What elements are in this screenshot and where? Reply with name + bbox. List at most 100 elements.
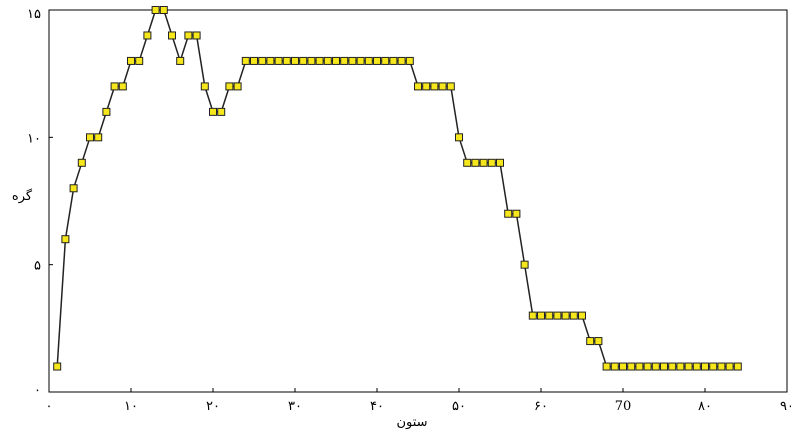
data-point-marker [463,158,472,167]
data-point-marker [545,311,554,320]
data-point-marker [438,82,447,91]
data-point-marker [651,362,660,371]
data-point-marker [168,31,176,40]
x-tick-label: ۰ [46,399,53,414]
data-point-marker [61,235,70,244]
data-point-marker [430,82,439,91]
data-point-marker [258,56,267,65]
data-point-marker [414,82,422,91]
data-point-marker [127,56,135,65]
data-point-marker [291,56,299,65]
data-point-marker [282,56,291,65]
data-point-marker [250,56,258,65]
data-point-marker [660,362,668,371]
data-point-marker [110,82,119,91]
x-tick-label: ۸۰ [698,399,712,414]
data-point-marker [94,133,103,142]
data-point-marker [225,82,234,91]
data-point-marker [586,337,595,346]
data-point-marker [299,56,308,65]
data-point-marker [701,362,709,371]
data-point-marker [340,56,349,65]
data-point-marker [479,158,488,167]
x-tick-label: ۴۰ [370,399,384,414]
series-markers [53,6,742,371]
x-tick-label: ۹۰ [780,399,791,414]
data-point-marker [86,133,94,142]
data-point-marker [537,311,545,320]
data-point-marker [668,362,677,371]
data-point-marker [364,56,373,65]
x-axis-label: ستون [396,415,427,430]
data-point-marker [520,260,529,269]
data-point-marker [635,362,644,371]
data-point-marker [422,82,431,91]
x-tick-label: ۵۰ [452,399,466,414]
data-point-marker [717,362,726,371]
data-point-marker [602,362,611,371]
data-point-marker [733,362,742,371]
plot-frame [48,9,788,393]
data-point-marker [233,82,242,91]
data-point-marker [389,56,398,65]
data-point-marker [217,107,226,116]
data-point-marker [159,6,168,14]
data-point-marker [77,158,86,167]
data-point-marker [725,362,734,371]
x-axis-ticks: ۰ ۱۰ ۲۰ ۳۰ ۴۰ ۵۰ ۶۰ 70 ۸۰ ۹۰ [46,388,791,414]
y-axis-ticks: ۰ ۵ ۱۰ ۱۵ [27,7,53,398]
data-point-marker [553,311,562,320]
data-point-marker [266,56,275,65]
data-point-marker [619,362,627,371]
y-tick-label: ۱۵ [27,7,41,22]
data-point-marker [528,311,537,320]
y-tick-label: ۱۰ [27,131,41,146]
data-point-marker [561,311,570,320]
data-point-marker [627,362,636,371]
x-tick-label: ۱۰ [124,399,138,414]
data-point-marker [192,31,201,40]
data-point-marker [692,362,701,371]
data-point-marker [446,82,455,91]
x-tick-label: ۶۰ [534,399,548,414]
series-line [56,9,738,368]
x-tick-label: 70 [615,399,632,414]
data-point-marker [610,362,619,371]
data-point-marker [356,56,365,65]
data-point-marker [709,362,718,371]
data-point-marker [323,56,332,65]
data-point-marker [512,209,521,218]
data-point-marker [143,31,152,40]
data-point-marker [578,311,586,320]
data-point-marker [200,82,209,91]
data-point-marker [151,6,160,14]
data-point-marker [496,158,504,167]
data-point-marker [274,56,283,65]
data-point-marker [643,362,652,371]
data-point-marker [373,56,381,65]
y-tick-label: ۵ [34,259,41,274]
data-point-marker [332,56,340,65]
data-point-marker [569,311,578,320]
data-point-marker [405,56,414,65]
data-point-marker [184,31,193,40]
data-point-marker [241,56,250,65]
data-point-marker [102,107,111,116]
data-point-marker [53,362,62,371]
x-tick-label: ۳۰ [288,399,302,414]
data-point-marker [504,209,513,218]
data-point-marker [455,133,463,142]
data-point-marker [397,56,406,65]
data-point-marker [381,56,390,65]
data-point-marker [594,337,603,346]
x-tick-label: ۲۰ [206,399,220,414]
data-point-marker [676,362,685,371]
data-point-marker [176,56,185,65]
data-point-marker [684,362,693,371]
data-point-marker [315,56,324,65]
y-tick-label: ۰ [34,383,41,398]
data-point-marker [487,158,496,167]
data-point-marker [471,158,480,167]
data-point-marker [209,107,217,116]
y-axis-label: گره [12,188,33,204]
